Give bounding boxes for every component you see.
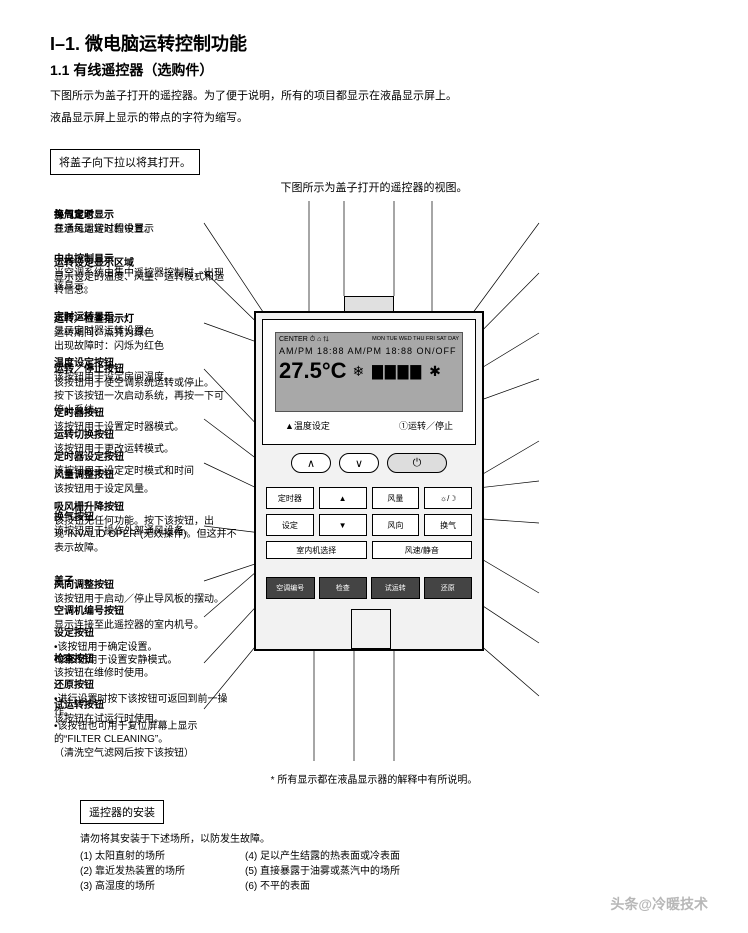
callout-setting-area: 运转设定显示区域显示设定的温度、风量、运转模式和运转信息。 bbox=[54, 257, 224, 298]
callout-set: 设定按钮•该按钮用于确定设置。 •该按钮用于设置安静模式。 bbox=[54, 627, 178, 668]
callout-reset: 还原按钮•进行设置时按下该按钮可返回到前一操作。 •该按钮也可用于复位屏幕上显示… bbox=[54, 679, 244, 760]
callout-mode: 运转切换按钮该按钮用于更改运转模式。 bbox=[54, 429, 174, 456]
callout-fan: 风量调整按钮该按钮用于设定风量。 bbox=[54, 469, 154, 496]
lcd-temp: 27.5°C bbox=[279, 358, 347, 384]
cover-notch bbox=[351, 609, 391, 649]
check-button[interactable]: 检查 bbox=[319, 577, 368, 599]
remote-top-stub bbox=[344, 296, 394, 312]
remote-body: CENTER ⏱ ⌂ ⇅ MON TUE WED THU FRI SAT DAY… bbox=[254, 311, 484, 651]
lcd-days: MON TUE WED THU FRI SAT DAY bbox=[372, 336, 459, 344]
set-button[interactable]: 设定 bbox=[266, 514, 314, 536]
lcd-mode-icons: ❄ ▇▇▇▇ ✱ bbox=[353, 363, 443, 380]
install-3: (3) 高湿度的场所 bbox=[80, 879, 185, 894]
louver-button[interactable]: 风向 bbox=[372, 514, 420, 536]
test-button[interactable]: 试运转 bbox=[371, 577, 420, 599]
run-stop-button[interactable]: ⏻ bbox=[387, 453, 447, 473]
intro-1: 下图所示为盖子打开的遥控器。为了便于说明，所有的项目都显示在液晶显示屏上。 bbox=[50, 88, 698, 106]
install-title: 遥控器的安装 bbox=[80, 800, 164, 824]
install-6: (6) 不平的表面 bbox=[245, 879, 400, 894]
install-1: (1) 太阳直射的场所 bbox=[80, 849, 185, 864]
caption-box: 将盖子向下拉以将其打开。 bbox=[50, 149, 200, 175]
arrow-up-button[interactable]: ▲ bbox=[319, 487, 367, 509]
callout-louver: 风向调整按钮该按钮用于启动／停止导风板的摆动。 bbox=[54, 579, 224, 606]
lcd: CENTER ⏱ ⌂ ⇅ MON TUE WED THU FRI SAT DAY… bbox=[275, 332, 463, 412]
lcd-frame: CENTER ⏱ ⌂ ⇅ MON TUE WED THU FRI SAT DAY… bbox=[262, 319, 476, 445]
callout-run-lamp: 运转／检查指示灯运转期间：点亮为绿色 出现故障时：闪烁为红色 bbox=[54, 313, 164, 354]
lcd-label-run: ①运转／停止 bbox=[399, 419, 453, 432]
footnote: * 所有显示都在液晶显示器的解释中有所说明。 bbox=[50, 771, 698, 786]
install-intro: 请勿将其安装于下述场所，以防发生故障。 bbox=[80, 830, 698, 845]
callout-run-stop: 运转／停止按钮该按钮用于使空调系统运转或停止。 按下该按钮一次启动系统，再按一下… bbox=[54, 363, 224, 417]
vent-button[interactable]: 换气 bbox=[424, 514, 472, 536]
subcaption: 下图所示为盖子打开的遥控器的视图。 bbox=[50, 179, 698, 195]
diagram: CENTER ⏱ ⌂ ⇅ MON TUE WED THU FRI SAT DAY… bbox=[54, 201, 694, 761]
arrow-down-button[interactable]: ▼ bbox=[319, 514, 367, 536]
fan-speed-button[interactable]: 风量 bbox=[372, 487, 420, 509]
lcd-time: AM/PM 18:88 AM/PM 18:88 ON/OFF bbox=[279, 346, 459, 356]
watermark: 头条@冷暖技术 bbox=[610, 894, 708, 914]
temp-down-button[interactable]: ∨ bbox=[339, 453, 379, 473]
reset-button[interactable]: 还原 bbox=[424, 577, 473, 599]
install-list: (1) 太阳直射的场所 (2) 靠近发热装置的场所 (3) 高湿度的场所 (4)… bbox=[80, 849, 698, 894]
unit-select-button[interactable]: 室内机选择 bbox=[266, 541, 367, 559]
intro-2: 液晶显示屏上显示的带点的字符为缩写。 bbox=[50, 110, 698, 128]
button-grid: 定时器 ▲ 风量 ☼/☽ 设定 ▼ 风向 换气 室内机选择 风速/静音 bbox=[266, 487, 472, 559]
quiet-button[interactable]: 风速/静音 bbox=[372, 541, 473, 559]
lcd-status-icons: CENTER ⏱ ⌂ ⇅ bbox=[279, 336, 329, 344]
mode-button[interactable]: ☼/☽ bbox=[424, 487, 472, 509]
callout-vent-btn: 换气按钮该按钮用于操作外部通风设备。 bbox=[54, 511, 194, 538]
lcd-label-temp: ▲温度设定 bbox=[285, 419, 330, 432]
page-subtitle: 1.1 有线遥控器（选购件） bbox=[50, 60, 698, 80]
install-2: (2) 靠近发热装置的场所 bbox=[80, 864, 185, 879]
timer-button[interactable]: 定时器 bbox=[266, 487, 314, 509]
unit-no-button[interactable]: 空调编号 bbox=[266, 577, 315, 599]
install-5: (5) 直接暴露于油雾或蒸汽中的场所 bbox=[245, 864, 400, 879]
install-4: (4) 足以产生结露的热表面或冷表面 bbox=[245, 849, 400, 864]
callout-weekly: 每周定时显示显示每周定时的设置。 bbox=[54, 209, 154, 236]
temp-up-button[interactable]: ∧ bbox=[291, 453, 331, 473]
page-title: I–1. 微电脑运转控制功能 bbox=[50, 30, 698, 56]
service-bar: 空调编号 检查 试运转 还原 bbox=[266, 577, 472, 599]
